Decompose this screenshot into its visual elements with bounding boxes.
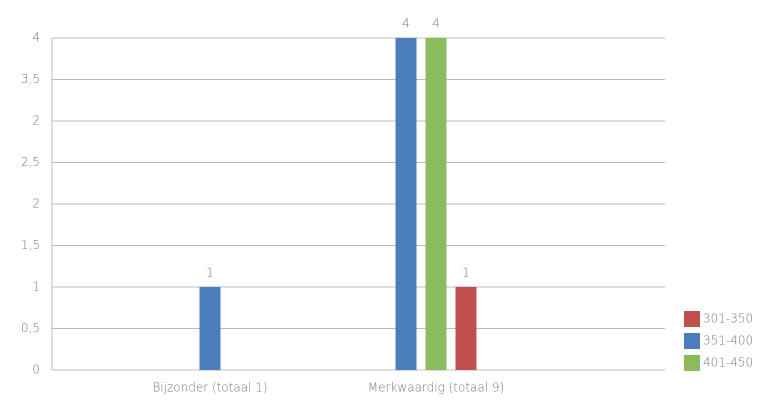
x-tick-label: Bijzonder (totaal 1): [152, 381, 267, 395]
y-tick-label: 0,5: [21, 321, 40, 335]
bar: [395, 38, 417, 370]
data-label: 4: [432, 17, 440, 31]
y-tick-label: 1,5: [21, 238, 40, 252]
y-tick-label: 2: [32, 197, 40, 211]
legend-label: 351-400: [703, 334, 753, 348]
data-label: 1: [462, 266, 470, 280]
bar: [199, 287, 221, 370]
legend-swatch: [684, 333, 700, 349]
y-tick-label: 0: [32, 363, 40, 377]
y-tick-label: 1: [32, 280, 40, 294]
y-tick-label: 2: [32, 114, 40, 128]
bar: [455, 287, 477, 370]
y-tick-label: 2,5: [21, 155, 40, 169]
y-tick-label: 4: [32, 31, 40, 45]
x-tick-label: Merkwaardig (totaal 9): [368, 381, 504, 395]
data-label: 1: [206, 266, 214, 280]
legend-label: 301-350: [703, 312, 753, 326]
bar: [425, 38, 447, 370]
legend-label: 401-450: [703, 356, 753, 370]
legend-swatch: [684, 311, 700, 327]
y-tick-label: 3,5: [21, 72, 40, 86]
legend-swatch: [684, 355, 700, 371]
data-label: 4: [402, 17, 410, 31]
